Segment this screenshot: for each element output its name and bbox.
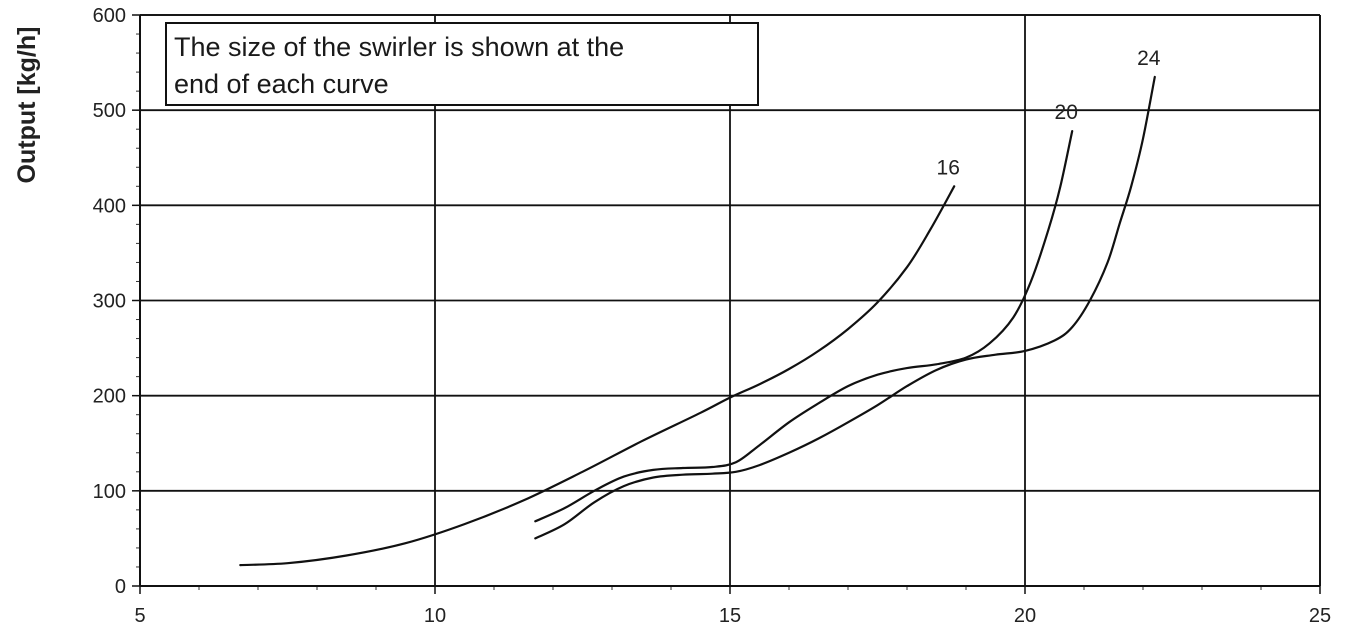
annotation-box: The size of the swirler is shown at the … — [165, 22, 759, 106]
y-axis-label: Output [kg/h] — [13, 27, 41, 184]
y-tick-label: 200 — [93, 386, 126, 408]
series-line-24 — [534, 75, 1156, 540]
y-tick-label: 0 — [115, 576, 126, 598]
y-tick-labels: 0 100 200 300 400 500 600 — [93, 5, 126, 598]
x-tick-labels: 5 10 15 20 25 — [134, 605, 1331, 627]
series-end-labels: 16 20 24 — [937, 47, 1161, 179]
annotation-line-2: end of each curve — [174, 69, 389, 99]
y-tick-label: 500 — [93, 100, 126, 122]
axes — [139, 14, 1321, 587]
y-tick-label: 100 — [93, 481, 126, 503]
x-tick-label: 20 — [1014, 605, 1036, 627]
x-tick-label: 10 — [424, 605, 446, 627]
series-lines — [239, 75, 1156, 567]
annotation-line-1: The size of the swirler is shown at the — [174, 32, 624, 62]
x-tick-label: 25 — [1309, 605, 1331, 627]
y-tick-label: 400 — [93, 195, 126, 217]
y-tick-label: 300 — [93, 291, 126, 313]
series-line-20 — [534, 130, 1074, 523]
y-tick-label: 600 — [93, 5, 126, 27]
series-line-16 — [239, 185, 956, 567]
x-tick-label: 15 — [719, 605, 741, 627]
series-end-label-16: 16 — [937, 156, 960, 179]
x-tick-label: 5 — [134, 605, 145, 627]
series-end-label-20: 20 — [1055, 101, 1078, 124]
series-end-label-24: 24 — [1137, 47, 1161, 70]
